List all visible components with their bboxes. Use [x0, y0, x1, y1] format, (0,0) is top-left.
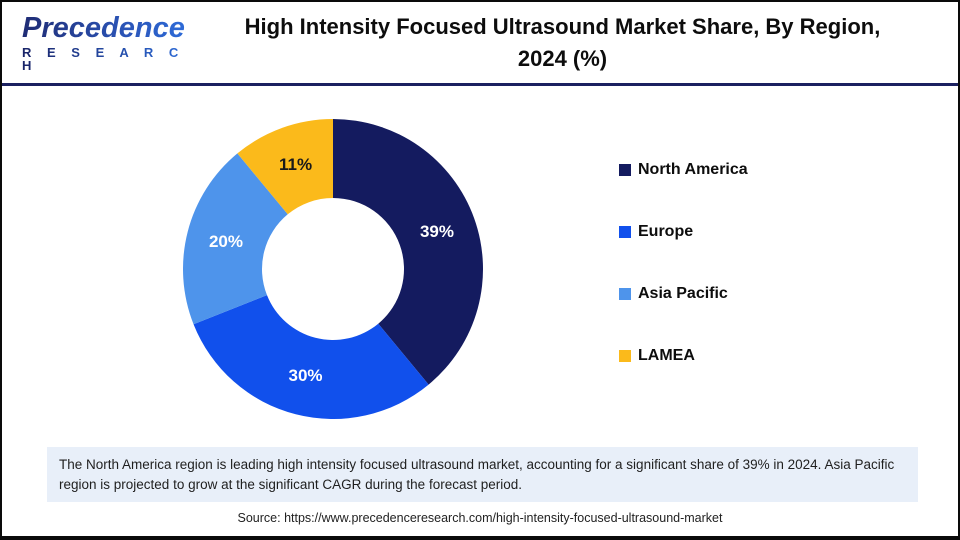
donut-slice-asia-pacific: [183, 153, 288, 325]
legend-label: North America: [638, 161, 748, 178]
source-line: Source: https://www.precedenceresearch.c…: [237, 511, 723, 525]
legend-label: Europe: [638, 223, 694, 240]
header-divider: [2, 83, 958, 86]
precedence-research-logo: Precedence R E S E A R C H: [2, 13, 197, 72]
summary-note-text: The North America region is leading high…: [59, 457, 895, 492]
chart-title-line2: 2024 (%): [517, 45, 608, 71]
legend-item-north-america: North America: [619, 160, 748, 180]
legend-swatch-lamea: [619, 350, 631, 362]
legend-label: Asia Pacific: [638, 285, 728, 302]
donut-slice-north-america: [333, 119, 483, 385]
legend-label: LAMEA: [638, 347, 695, 364]
header: Precedence R E S E A R C H High Intensit…: [2, 2, 958, 83]
legend-item-lamea: LAMEA: [619, 346, 748, 366]
title-wrap: High Intensity Focused Ultrasound Market…: [197, 11, 958, 75]
donut-slice-europe: [193, 295, 429, 419]
chart-title-line1: High Intensity Focused Ultrasound Market…: [244, 13, 881, 39]
donut-chart: 39% 30% 20% 11%: [183, 119, 483, 419]
chart-title: High Intensity Focused Ultrasound Market…: [197, 11, 928, 75]
donut-slice-lamea: [237, 119, 333, 215]
legend-swatch-north-america: [619, 164, 631, 176]
legend-swatch-europe: [619, 226, 631, 238]
legend-item-asia-pacific: Asia Pacific: [619, 284, 748, 304]
logo-wordmark: Precedence: [22, 13, 197, 43]
legend: North America Europe Asia Pacific LAMEA: [619, 160, 748, 408]
donut-svg: [183, 119, 483, 419]
logo-subtitle: R E S E A R C H: [22, 46, 197, 72]
summary-note-box: The North America region is leading high…: [47, 447, 918, 503]
legend-item-europe: Europe: [619, 222, 748, 242]
legend-swatch-asia-pacific: [619, 288, 631, 300]
